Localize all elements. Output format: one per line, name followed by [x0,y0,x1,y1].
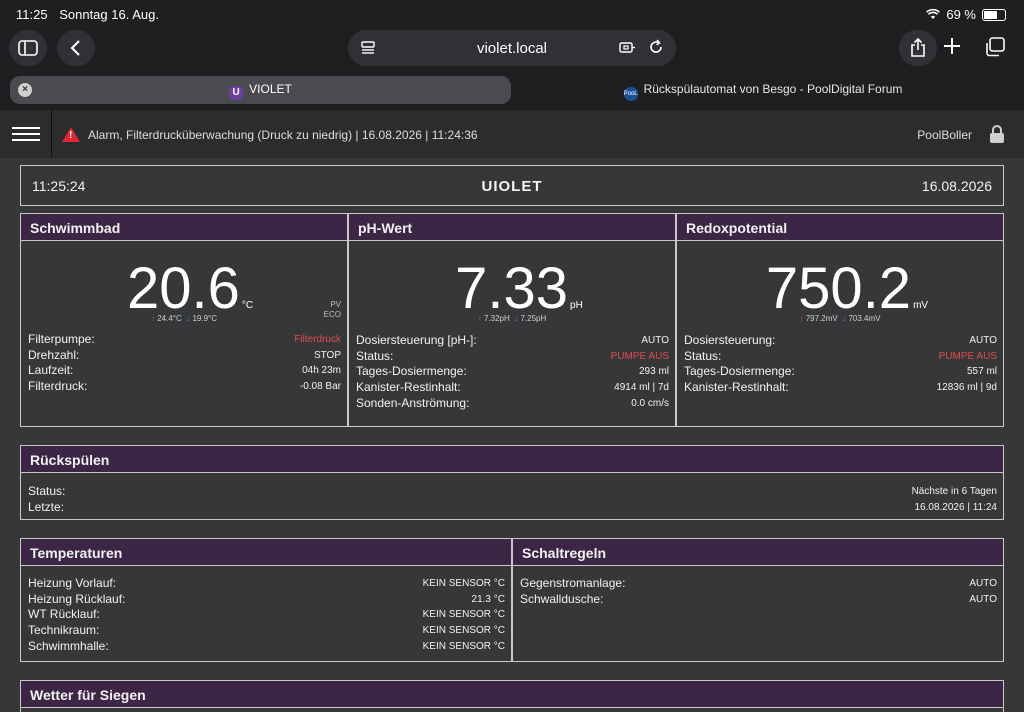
ph-rows: Dosiersteuerung [pH-]: AUTO Status: PUMPE … [356,333,669,411]
list-item: Tages-Dosiermenge: 557 ml [684,364,997,379]
current-date: 16.08.2026 [921,178,992,194]
panel-schaltregeln[interactable]: Schaltregeln Gegenstromanlage: AUTO Schwa… [512,538,1004,662]
list-item: Tages-Dosiermenge: 293 ml [356,364,669,379]
panel-title: Wetter für Siegen [21,681,1003,708]
address-bar[interactable]: violet.local [348,30,676,66]
panel-title: Schwimmbad [21,214,347,241]
sidebar-icon [18,40,38,56]
tabs-icon [986,37,1005,57]
alarm-message[interactable]: ! Alarm, Filterdrucküberwachung (Druck z… [62,127,478,142]
battery-level [984,10,997,19]
violet-favicon-icon: U [229,86,244,100]
lock-icon[interactable] [990,125,1004,143]
list-item: Schwalldusche: AUTO [520,591,997,606]
list-item: Filterdruck: -0.08 Bar [28,379,341,394]
user-name: PoolBoller [917,128,972,142]
list-item: Drehzahl: STOP [28,347,341,362]
redox-rows: Dosiersteuerung: AUTO Status: PUMPE AUS Ta… [684,333,997,396]
redox-value: 750.2 mV [765,256,929,321]
plus-icon [944,38,960,54]
current-time: 11:25:24 [32,178,86,194]
list-item: Heizung Vorlauf: KEIN SENSOR °C [28,576,505,590]
schaltregeln-rows: Gegenstromanlage: AUTO Schwalldusche: AUTO [520,576,997,607]
redox-minmax: ↑ 797.2mV ↓ 703.4mV [799,314,881,323]
panel-title: pH-Wert [349,214,675,241]
list-item: Dosiersteuerung [pH-]: AUTO [356,333,669,347]
pooldigital-favicon-icon: PooL [623,87,638,101]
browser-toolbar: violet.local [0,28,1024,70]
list-item: Sonden-Anströmung: 0.0 cm/s [356,395,669,410]
tab-violet[interactable]: × U VIOLET [10,76,511,104]
list-item: Status: Nächste in 6 Tagen [28,484,997,498]
tab-pooldigital[interactable]: PooL Rückspülautomat von Besgo - PoolDigi… [512,76,1014,104]
list-item: Gegenstromanlage: AUTO [520,576,997,590]
battery-icon [982,8,1006,21]
temperature-unit: °C [241,300,254,311]
status-date: Sonntag 16. Aug. [59,7,159,22]
list-item: Dosiersteuerung: AUTO [684,333,997,347]
violet-logo: UIOLET [481,178,543,195]
ph-value: 7.33 pH [455,256,583,321]
list-item: Schwimmhalle: KEIN SENSOR °C [28,638,505,653]
list-item: Filterpumpe: Filterdruck [28,332,341,346]
panel-title: Redoxpotential [677,214,1003,241]
menu-icon[interactable] [12,127,40,141]
ph-minmax: ↑ 7.32pH ↓ 7.25pH [477,314,547,323]
url-text[interactable]: violet.local [476,40,548,57]
list-item: WT Rücklauf: KEIN SENSOR °C [28,607,505,622]
temperature-minmax: ↑ 24.4°C ↓ 19.9°C [150,314,218,323]
status-bar: 11:25 Sonntag 16. Aug. 69 % [0,0,1024,28]
list-item: Heizung Rücklauf: 21.3 °C [28,591,505,606]
schwimmbad-rows: Filterpumpe: Filterdruck Drehzahl: STOP La… [28,332,341,395]
app-header: ! Alarm, Filterdrucküberwachung (Druck z… [0,110,1024,158]
warning-icon: ! [62,127,80,142]
list-item: Status: PUMPE AUS [684,348,997,363]
panel-rueckspuelen[interactable]: Rückspülen Status: Nächste in 6 Tagen Let… [20,445,1004,520]
panel-schwimmbad[interactable]: Schwimmbad 20.6 °C ↑ 24.4°C ↓ 19.9°C PV EC… [20,213,348,427]
tab-bar: × U VIOLET PooL Rückspülautomat von Besgo … [0,70,1024,110]
rueckspuelen-rows: Status: Nächste in 6 Tagen Letzte: 16.08.2… [28,484,997,515]
panel-temperaturen[interactable]: Temperaturen Heizung Vorlauf: KEIN SENSOR… [20,538,512,662]
pv-eco-label: PV ECO [323,300,341,319]
list-item: Letzte: 16.08.2026 | 11:24 [28,499,997,514]
share-icon [911,38,925,57]
share-button[interactable] [899,30,937,66]
tab-label: VIOLET [249,82,292,96]
battery-percent: 69 % [946,7,976,22]
panel-title: Schaltregeln [513,539,1003,566]
tab-label: Rückspülautomat von Besgo - PoolDigital … [643,82,903,96]
tabs-overview-button[interactable] [984,37,1006,62]
ph-unit: pH [570,300,583,311]
sidebar-toggle-button[interactable] [9,30,47,66]
chevron-left-icon [70,40,80,56]
list-item: Kanister-Restinhalt: 4914 ml | 7d [356,380,669,395]
panel-title: Rückspülen [21,446,1003,473]
header-divider [51,110,52,158]
redox-unit: mV [913,300,929,311]
temperaturen-rows: Heizung Vorlauf: KEIN SENSOR °C Heizung R… [28,576,505,654]
panel-redox[interactable]: Redoxpotential 750.2 mV ↑ 797.2mV ↓ 703.4… [676,213,1004,427]
wifi-icon [926,9,941,19]
list-item: Kanister-Restinhalt: 12836 ml | 9d [684,380,997,395]
panel-ph[interactable]: pH-Wert 7.33 pH ↑ 7.32pH ↓ 7.25pH Dosiers… [348,213,676,427]
panel-wetter[interactable]: Wetter für Siegen [20,680,1004,712]
water-temperature: 20.6 °C [126,256,254,321]
new-tab-button[interactable] [942,36,962,61]
list-item: Status: PUMPE AUS [356,348,669,363]
list-item: Technikraum: KEIN SENSOR °C [28,623,505,638]
back-button[interactable] [57,30,95,66]
alarm-text: Alarm, Filterdrucküberwachung (Druck zu … [88,127,478,142]
reload-icon[interactable] [648,39,664,55]
clock-bar: 11:25:24 UIOLET 16.08.2026 [20,165,1004,206]
close-tab-icon[interactable]: × [18,83,32,97]
extension-icon[interactable] [618,39,636,55]
panel-title: Temperaturen [21,539,511,566]
page-menu-icon[interactable] [360,40,376,56]
list-item: Laufzeit: 04h 23m [28,363,341,378]
status-time: 11:25 [16,7,48,22]
